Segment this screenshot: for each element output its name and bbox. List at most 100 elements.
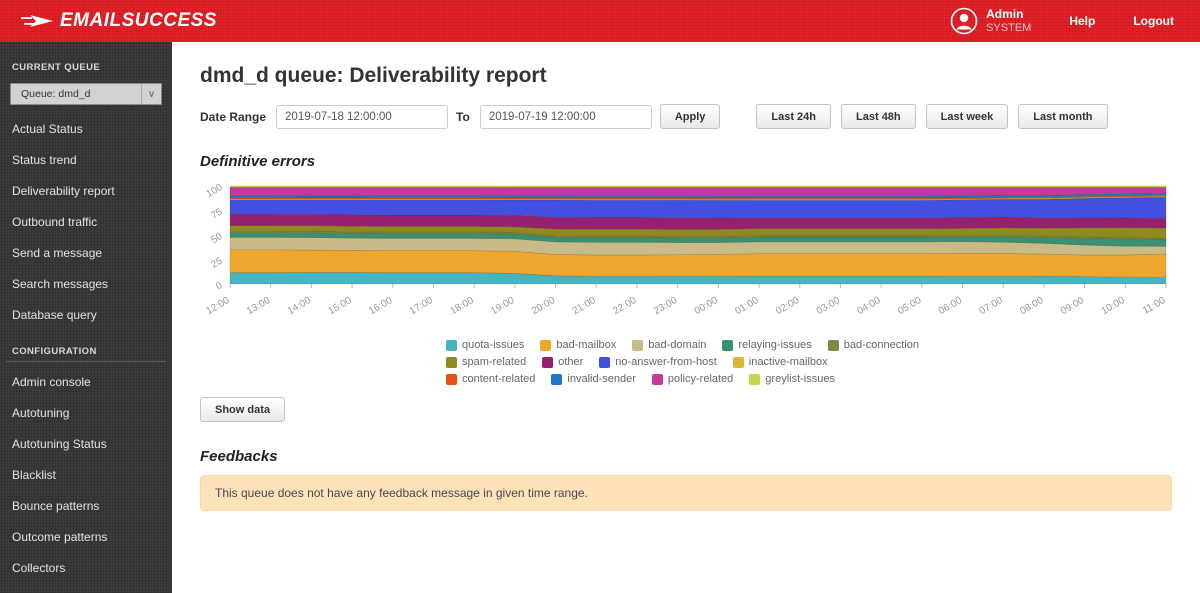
legend-item-other[interactable]: other xyxy=(542,356,583,368)
area-policy-related xyxy=(229,187,1167,197)
legend-label: inactive-mailbox xyxy=(748,356,828,368)
legend-label: content-related xyxy=(462,373,536,385)
sidebar-item-deliverability-report[interactable]: Deliverability report xyxy=(12,183,115,198)
sidebar-item-bounce-patterns[interactable]: Bounce patterns xyxy=(12,498,100,513)
preset-button-last-week[interactable]: Last week xyxy=(925,104,1009,129)
legend-label: bad-mailbox xyxy=(556,339,617,351)
legend-label: no-answer-from-host xyxy=(615,356,717,368)
sidebar-item-collectors[interactable]: Collectors xyxy=(12,560,66,575)
legend-label: greylist-issues xyxy=(765,373,835,385)
x-axis-tick-label: 05:00 xyxy=(896,295,924,317)
legend-swatch-content-related xyxy=(446,373,457,385)
chart-legend: quota-issues bad-mailbox bad-domain relayin… xyxy=(446,339,926,385)
x-axis-tick-label: 00:00 xyxy=(693,295,721,317)
x-axis-tick-label: 08:00 xyxy=(1018,295,1046,317)
legend-item-bad-domain[interactable]: bad-domain xyxy=(632,339,706,351)
sidebar-section-title-current-queue: CURRENT QUEUE xyxy=(12,62,101,73)
user-name: Admin xyxy=(986,7,1024,22)
sidebar-nav: CURRENT QUEUE Queue: dmd_d ∨ Actual Status S… xyxy=(0,42,172,593)
legend-label: spam-related xyxy=(462,356,527,368)
queue-select[interactable]: Queue: dmd_d ∨ xyxy=(10,83,162,105)
legend-swatch-bad-connection xyxy=(827,339,839,351)
x-axis-tick-label: 21:00 xyxy=(571,295,599,317)
x-axis-tick-label: 09:00 xyxy=(1059,295,1087,317)
sidebar-item-search-messages[interactable]: Search messages xyxy=(12,276,109,291)
feedbacks-heading: Feedbacks xyxy=(200,448,278,465)
page-title: dmd_d queue: Deliverability report xyxy=(200,64,547,87)
legend-label: quota-issues xyxy=(462,339,525,351)
show-data-button[interactable]: Show data xyxy=(200,397,286,422)
sidebar-item-outbound-traffic[interactable]: Outbound traffic xyxy=(12,214,98,229)
x-axis-tick-label: 20:00 xyxy=(530,295,558,317)
brand-name: EMAILSUCCESS xyxy=(60,10,217,31)
sidebar-section-title-configuration: CONFIGURATION xyxy=(6,340,166,362)
sidebar-item-blacklist[interactable]: Blacklist xyxy=(12,467,57,482)
y-axis-tick-label: 50 xyxy=(209,231,225,246)
sidebar-item-admin-console[interactable]: Admin console xyxy=(12,374,91,389)
legend-label: invalid-sender xyxy=(567,373,636,385)
legend-item-quota-issues[interactable]: quota-issues xyxy=(446,339,524,351)
user-menu[interactable]: Admin SYSTEM xyxy=(950,7,1031,35)
legend-item-content-related[interactable]: content-related xyxy=(446,373,535,385)
help-link[interactable]: Help xyxy=(1069,14,1096,28)
user-role: SYSTEM xyxy=(986,21,1032,34)
legend-label: policy-related xyxy=(667,373,734,385)
sidebar-item-actual-status[interactable]: Actual Status xyxy=(12,121,83,136)
x-axis-tick-label: 10:00 xyxy=(1100,295,1128,317)
x-axis-tick-label: 17:00 xyxy=(408,295,436,317)
legend-item-bad-connection[interactable]: bad-connection xyxy=(827,339,919,351)
sidebar-item-send-a-message[interactable]: Send a message xyxy=(12,245,103,260)
date-from-input[interactable] xyxy=(276,104,449,129)
x-axis-tick-label: 23:00 xyxy=(652,295,680,317)
sidebar-item-status-trend[interactable]: Status trend xyxy=(12,152,77,167)
legend-item-spam-related[interactable]: spam-related xyxy=(446,356,526,368)
legend-item-inactive-mailbox[interactable]: inactive-mailbox xyxy=(732,356,828,368)
legend-swatch-invalid-sender xyxy=(551,373,563,385)
queue-select-value: Queue: dmd_d xyxy=(21,88,91,100)
chevron-down-icon: ∨ xyxy=(141,84,161,104)
legend-swatch-quota-issues xyxy=(446,339,457,351)
legend-item-bad-mailbox[interactable]: bad-mailbox xyxy=(540,339,616,351)
legend-swatch-policy-related xyxy=(651,373,663,385)
legend-label: bad-connection xyxy=(843,339,919,351)
legend-item-policy-related[interactable]: policy-related xyxy=(651,373,734,385)
x-axis-tick-label: 16:00 xyxy=(367,295,395,317)
sidebar-item-autotuning-status[interactable]: Autotuning Status xyxy=(12,436,107,451)
logout-link[interactable]: Logout xyxy=(1133,14,1174,28)
x-axis-tick-label: 06:00 xyxy=(937,295,965,317)
legend-item-invalid-sender[interactable]: invalid-sender xyxy=(551,373,636,385)
area-greylist-issues xyxy=(229,185,1167,188)
legend-item-greylist-issues[interactable]: greylist-issues xyxy=(749,373,835,385)
x-axis-tick-label: 22:00 xyxy=(611,295,639,317)
legend-label: other xyxy=(558,356,584,368)
sidebar-item-outcome-patterns[interactable]: Outcome patterns xyxy=(12,529,108,544)
y-axis-tick-label: 0 xyxy=(214,280,225,293)
x-axis-tick-label: 04:00 xyxy=(855,295,883,317)
legend-swatch-no-answer-from-host xyxy=(599,356,611,368)
preset-button-last-24h[interactable]: Last 24h xyxy=(756,104,832,129)
legend-swatch-bad-mailbox xyxy=(540,339,552,351)
legend-swatch-bad-domain xyxy=(632,339,644,351)
legend-swatch-relaying-issues xyxy=(722,339,734,351)
legend-label: relaying-issues xyxy=(738,339,812,351)
date-to-input[interactable] xyxy=(479,104,652,129)
x-axis-tick-label: 03:00 xyxy=(815,295,843,317)
legend-item-relaying-issues[interactable]: relaying-issues xyxy=(722,339,812,351)
sidebar-item-dkim-signatures[interactable]: DKIM Signatures xyxy=(0,583,172,593)
x-axis-tick-label: 01:00 xyxy=(733,295,761,317)
date-to-label: To xyxy=(456,109,470,124)
x-axis-tick-label: 18:00 xyxy=(448,295,476,317)
legend-item-no-answer-from-host[interactable]: no-answer-from-host xyxy=(599,356,717,368)
x-axis-tick-label: 11:00 xyxy=(1141,295,1168,317)
y-axis-tick-label: 25 xyxy=(209,255,225,270)
legend-swatch-other xyxy=(542,356,554,368)
x-axis-tick-label: 12:00 xyxy=(204,295,232,317)
x-axis-tick-label: 19:00 xyxy=(489,295,517,317)
apply-button[interactable]: Apply xyxy=(659,104,721,129)
sidebar-item-autotuning[interactable]: Autotuning xyxy=(12,405,70,420)
sidebar-item-database-query[interactable]: Database query xyxy=(12,307,97,322)
preset-button-last-48h[interactable]: Last 48h xyxy=(841,104,916,129)
y-axis-tick-label: 75 xyxy=(209,206,225,221)
preset-button-last-month[interactable]: Last month xyxy=(1018,104,1108,129)
